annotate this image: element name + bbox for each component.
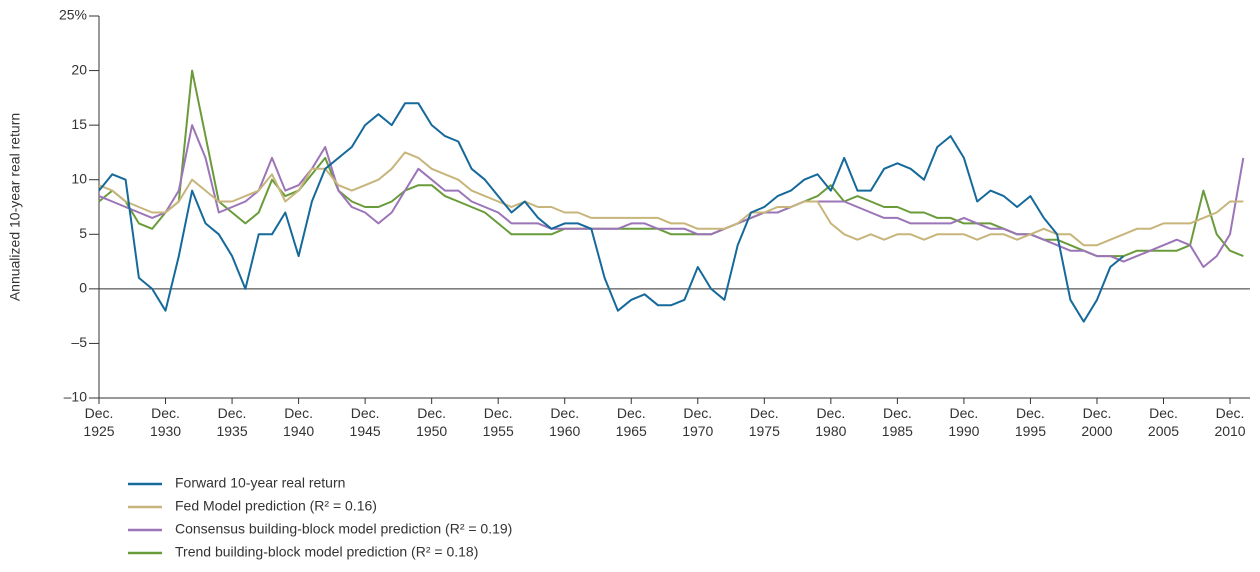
- y-tick-label: 5: [79, 225, 87, 241]
- series-line: [98, 151, 1244, 247]
- series-line: [98, 124, 1245, 268]
- y-tick-label: 20: [71, 61, 87, 77]
- legend-label: Consensus building-block model predictio…: [175, 521, 512, 537]
- x-tick-label: Dec. 1975: [749, 405, 780, 439]
- x-tick-label: Dec. 2005: [1148, 405, 1179, 439]
- x-tick-label: Dec. 1930: [150, 405, 181, 439]
- y-tick-label: –5: [71, 334, 87, 350]
- x-tick-label: Dec. 1995: [1015, 405, 1046, 439]
- x-tick-label: Dec. 1970: [682, 405, 713, 439]
- y-tick-label: 15: [71, 116, 87, 132]
- series-line: [98, 69, 1244, 258]
- legend-label: Trend building-block model prediction (R…: [175, 544, 478, 560]
- series-line: [98, 102, 1125, 323]
- x-tick-label: Dec. 1990: [948, 405, 979, 439]
- y-tick-label: 25%: [59, 7, 87, 23]
- x-tick-label: Dec. 1940: [283, 405, 314, 439]
- x-tick-label: Dec. 1955: [483, 405, 514, 439]
- legend-label: Forward 10-year real return: [175, 475, 345, 491]
- x-tick-label: Dec. 1980: [815, 405, 846, 439]
- x-tick-label: Dec. 1950: [416, 405, 447, 439]
- y-tick-label: 0: [79, 280, 87, 296]
- x-tick-label: Dec. 1965: [616, 405, 647, 439]
- x-tick-label: Dec. 1945: [350, 405, 381, 439]
- x-tick-label: Dec. 1960: [549, 405, 580, 439]
- x-tick-label: Dec. 1985: [882, 405, 913, 439]
- y-tick-label: 10: [71, 170, 87, 186]
- y-tick-label: –10: [64, 389, 88, 405]
- x-tick-label: Dec. 2000: [1081, 405, 1112, 439]
- x-tick-label: Dec. 1925: [83, 405, 114, 439]
- y-axis-label: Annualized 10-year real return: [7, 113, 23, 301]
- x-tick-label: Dec. 1935: [216, 405, 247, 439]
- legend-label: Fed Model prediction (R² = 0.16): [175, 498, 377, 514]
- x-tick-label: Dec. 2010: [1214, 405, 1245, 439]
